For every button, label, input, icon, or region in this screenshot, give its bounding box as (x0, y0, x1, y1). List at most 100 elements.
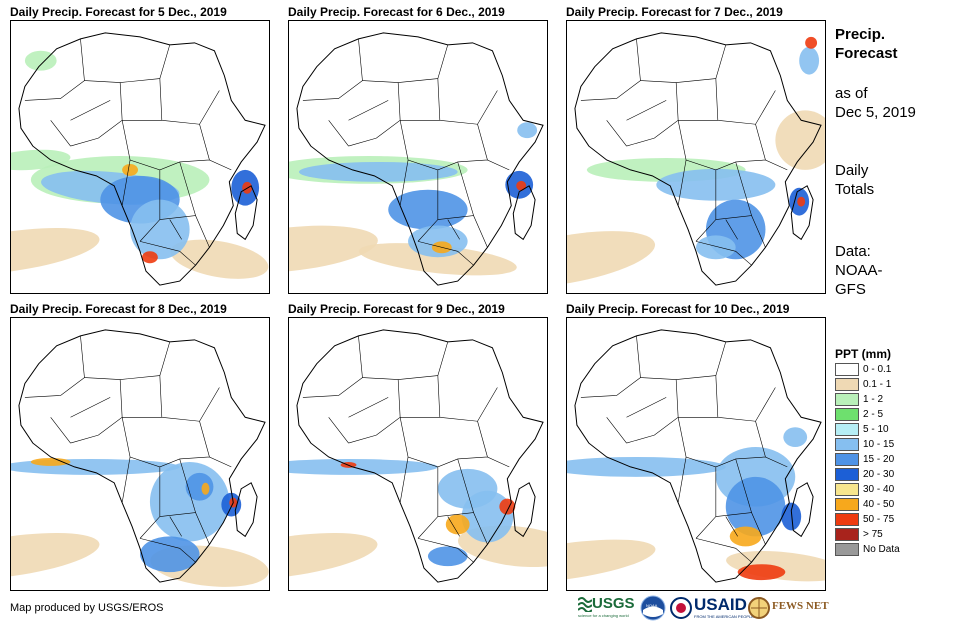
precip-area (30, 457, 71, 466)
precip-area (725, 476, 786, 537)
precip-map (10, 317, 270, 591)
madagascar-outline (512, 185, 536, 241)
legend-item: > 75 (835, 527, 891, 542)
usgs-wave-icon (578, 597, 592, 612)
legend-item: 1 - 2 (835, 392, 891, 407)
daily-label: Daily (835, 162, 869, 179)
legend-item: 5 - 10 (835, 422, 891, 437)
forecast-heading-line2: Forecast (835, 45, 898, 62)
legend-item: No Data (835, 542, 900, 557)
country-borders (302, 38, 510, 266)
legend-swatch (835, 378, 859, 391)
noaa-logo: NOAA (640, 594, 666, 622)
precip-area (388, 189, 468, 230)
legend-label: 30 - 40 (863, 484, 895, 495)
precip-area (122, 163, 139, 176)
precip-area (781, 502, 802, 531)
usaid-logo: USAID FROM THE AMERICAN PEOPLE (670, 594, 754, 622)
legend-swatch (835, 453, 859, 466)
madagascar-outline (790, 185, 814, 241)
map-canvas (289, 21, 547, 293)
legend-label: 15 - 20 (863, 454, 895, 465)
precip-area (805, 36, 818, 49)
africa-outline (296, 329, 544, 583)
precip-area (358, 243, 517, 276)
forecast-panel-dec6: Daily Precip. Forecast for 6 Dec., 2019 (288, 4, 548, 294)
legend-swatch (835, 468, 859, 481)
legend-item: 40 - 50 (835, 497, 894, 512)
map-canvas (11, 318, 269, 590)
forecast-heading-line1: Precip. (835, 26, 886, 43)
madagascar-outline (234, 482, 258, 538)
precip-area (24, 50, 57, 71)
legend-label: No Data (863, 544, 900, 555)
precip-map (288, 20, 548, 294)
precip-area (567, 456, 726, 477)
forecast-heading: Precip. Forecast (835, 25, 898, 63)
legend-swatch (835, 498, 859, 511)
totals-label: Totals (835, 181, 875, 198)
forecast-panel-dec8: Daily Precip. Forecast for 8 Dec., 2019 (10, 301, 270, 591)
fewsnet-logo: FEWS NET (748, 594, 829, 622)
precip-area (298, 161, 458, 182)
precip-area (427, 546, 468, 567)
africa-outline (18, 32, 266, 286)
precip-area (696, 235, 736, 260)
legend-swatch (835, 543, 859, 556)
legend-item: 2 - 5 (835, 407, 891, 422)
precip-area (737, 564, 786, 581)
precip-legend: PPT (mm) 0 - 0.1 0.1 - 1 1 - 2 2 - 5 5 - 10 1… (835, 346, 900, 557)
data-source: Data: NOAA- GFS (835, 242, 883, 299)
usgs-tagline: science for a changing world (578, 613, 629, 618)
as-of-value: Dec 5, 2019 (835, 104, 916, 121)
legend-swatch (835, 438, 859, 451)
country-borders (302, 335, 510, 563)
legend-item: 0 - 0.1 (835, 362, 891, 377)
legend-swatch (835, 528, 859, 541)
legend-item: 30 - 40 (835, 482, 895, 497)
precip-area (289, 532, 378, 580)
usaid-wordmark: USAID (694, 595, 747, 614)
precip-area (516, 180, 527, 191)
legend-label: 50 - 75 (863, 514, 895, 525)
africa-outline (574, 329, 822, 583)
panel-title: Daily Precip. Forecast for 8 Dec., 2019 (10, 302, 227, 316)
legend-label: 0 - 0.1 (863, 364, 892, 375)
daily-totals-note: Daily Totals (835, 161, 874, 199)
precip-map (10, 20, 270, 294)
as-of-label: as of (835, 85, 868, 102)
legend-label: 0.1 - 1 (863, 379, 892, 390)
precip-area (729, 526, 762, 547)
precip-area (567, 539, 656, 583)
legend-item: 20 - 30 (835, 467, 894, 482)
precip-area (11, 532, 100, 580)
africa-outline (18, 329, 266, 583)
noaa-seal-icon (640, 595, 666, 621)
data-source-label: Data: (835, 243, 871, 260)
panel-title: Daily Precip. Forecast for 9 Dec., 2019 (288, 302, 505, 316)
legend-items: 0 - 0.1 0.1 - 1 1 - 2 2 - 5 5 - 10 10 - 15 15 … (835, 362, 900, 557)
usgs-wordmark: USGS (592, 595, 635, 612)
forecast-panel-dec10: Daily Precip. Forecast for 10 Dec., 2019 (566, 301, 826, 591)
precip-area (289, 458, 438, 475)
country-borders (580, 38, 788, 266)
legend-label: 1 - 2 (863, 394, 884, 405)
precip-area (140, 536, 200, 573)
legend-swatch (835, 393, 859, 406)
fewsnet-wordmark: FEWS NET (772, 600, 829, 612)
precip-map (566, 317, 826, 591)
panel-title: Daily Precip. Forecast for 7 Dec., 2019 (566, 5, 783, 19)
forecast-panel-dec5: Daily Precip. Forecast for 5 Dec., 2019 (10, 4, 270, 294)
precip-area (141, 251, 158, 264)
legend-title: PPT (mm) (835, 347, 892, 361)
legend-item: 50 - 75 (835, 512, 895, 527)
precip-area (445, 514, 470, 535)
legend-item: 10 - 15 (835, 437, 894, 452)
precip-area (499, 498, 516, 515)
precip-area (783, 427, 808, 448)
noaa-wordmark: NOAA (646, 603, 658, 608)
usaid-seal-icon (670, 597, 692, 619)
legend-label: > 75 (863, 529, 883, 540)
usaid-tagline: FROM THE AMERICAN PEOPLE (694, 614, 754, 619)
map-canvas (289, 318, 547, 590)
